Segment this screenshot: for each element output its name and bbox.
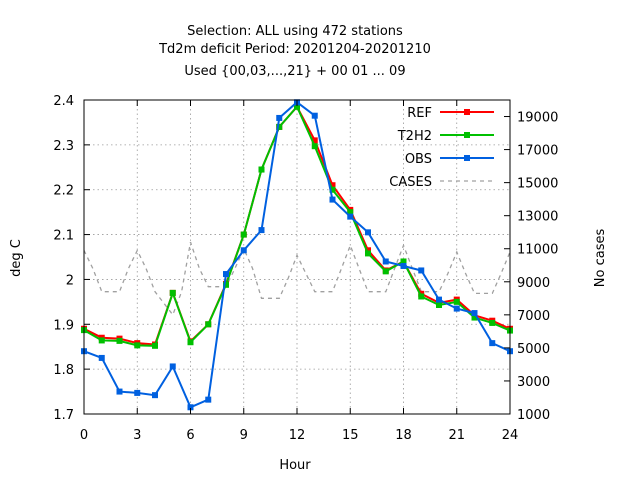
data-point-t2h2 (418, 293, 425, 300)
data-point-obs (205, 396, 212, 403)
y2-tick-label: 13000 (517, 210, 558, 225)
x-tick-label: 21 (448, 428, 465, 443)
x-tick-label: 6 (186, 428, 194, 443)
x-tick-label: 15 (342, 428, 359, 443)
data-point-obs (329, 196, 336, 203)
series-line-ref (83, 104, 511, 346)
data-point-obs (223, 271, 229, 278)
data-point-obs (436, 296, 442, 303)
data-point-obs (116, 388, 123, 395)
x-tick-label: 24 (502, 428, 519, 443)
data-point-obs (169, 363, 176, 370)
data-point-t2h2 (294, 103, 300, 110)
data-point-obs (471, 310, 478, 317)
data-point-ref (311, 137, 318, 144)
legend-label-t2h2: T2H2 (397, 129, 432, 144)
legend: REF T2H2 OBS CASES (389, 106, 494, 190)
x-tick-label: 3 (133, 428, 141, 443)
y-tick-label: 1.7 (53, 408, 74, 423)
y-tick-label: 1.8 (53, 363, 74, 378)
x-axis-label: Hour (279, 458, 311, 473)
data-point-ref (329, 182, 336, 189)
y2-axis-label: No cases (593, 229, 608, 288)
y-tick-label: 2.4 (53, 94, 74, 109)
y2-tick-label: 5000 (517, 342, 550, 357)
ticks: 0 3 6 9 12 15 18 21 24 1.7 1.8 1.9 2 2.1 2.2 2.3 2.4 1000… (53, 94, 558, 443)
data-point-obs (276, 114, 283, 121)
data-point-obs (418, 267, 425, 274)
data-point-ref (365, 247, 371, 254)
data-point-t2h2 (169, 289, 176, 296)
chart-title-line-1: Selection: ALL using 472 stations (187, 24, 403, 39)
data-point-t2h2 (152, 342, 158, 349)
data-point-obs (134, 389, 141, 396)
legend-label-ref: REF (407, 106, 432, 121)
data-point-obs (347, 213, 354, 220)
data-point-t2h2 (471, 314, 478, 321)
chart-title-line-2: Td2m deficit Period: 20201204-20201210 (158, 42, 431, 57)
data-point-t2h2 (453, 298, 460, 305)
data-point-obs (187, 404, 194, 411)
y-tick-label: 2 (66, 273, 74, 288)
data-point-obs (240, 247, 247, 254)
data-point-t2h2 (436, 301, 442, 308)
data-point-t2h2 (187, 339, 194, 346)
data-point-t2h2 (311, 143, 318, 150)
y2-tick-label: 19000 (517, 111, 558, 126)
y-tick-label: 2.2 (53, 184, 74, 199)
y-axis-label: deg C (9, 239, 24, 277)
y-tick-label: 1.9 (53, 318, 74, 333)
data-point-t2h2 (329, 186, 336, 193)
data-point-obs (258, 227, 265, 234)
y2-tick-label: 7000 (517, 309, 550, 324)
data-point-t2h2 (258, 166, 265, 173)
y2-tick-label: 3000 (517, 375, 550, 390)
data-point-t2h2 (134, 342, 141, 349)
data-point-t2h2 (116, 337, 123, 344)
data-point-obs (365, 229, 371, 236)
x-tick-label: 0 (80, 428, 88, 443)
data-point-obs (382, 258, 389, 265)
data-point-obs (400, 262, 407, 269)
data-point-obs (453, 305, 460, 312)
data-point-t2h2 (205, 321, 212, 328)
y-tick-label: 2.1 (53, 229, 74, 244)
data-point-t2h2 (276, 123, 283, 130)
data-point-t2h2 (489, 319, 496, 326)
y2-tick-label: 9000 (517, 276, 550, 291)
legend-marker-t2h2 (464, 132, 470, 138)
legend-label-cases: CASES (389, 175, 432, 190)
grid (84, 100, 510, 414)
legend-marker-obs (464, 155, 470, 161)
y2-tick-label: 11000 (517, 243, 558, 258)
data-point-t2h2 (382, 268, 389, 275)
y2-tick-label: 1000 (517, 408, 550, 423)
x-tick-label: 9 (240, 428, 248, 443)
y2-tick-label: 15000 (517, 177, 558, 192)
legend-label-obs: OBS (405, 152, 432, 167)
data-point-t2h2 (365, 250, 371, 257)
data-point-t2h2 (223, 281, 229, 288)
data-point-obs (152, 392, 158, 399)
data-point-obs (311, 112, 318, 119)
y2-tick-label: 17000 (517, 144, 558, 159)
data-point-t2h2 (240, 231, 247, 238)
data-point-obs (98, 354, 105, 361)
data-point-t2h2 (347, 209, 354, 216)
series-line-cases (83, 241, 511, 317)
data-point-t2h2 (98, 337, 105, 344)
x-tick-label: 12 (289, 428, 306, 443)
cases-layer (83, 241, 511, 317)
data-point-t2h2 (400, 258, 407, 265)
data-point-obs (489, 340, 496, 347)
legend-marker-ref (464, 109, 470, 115)
chart-title-line-3: Used {00,03,...,21} + 00 01 ... 09 (184, 64, 405, 79)
x-tick-label: 18 (395, 428, 412, 443)
y-tick-label: 2.3 (53, 139, 74, 154)
